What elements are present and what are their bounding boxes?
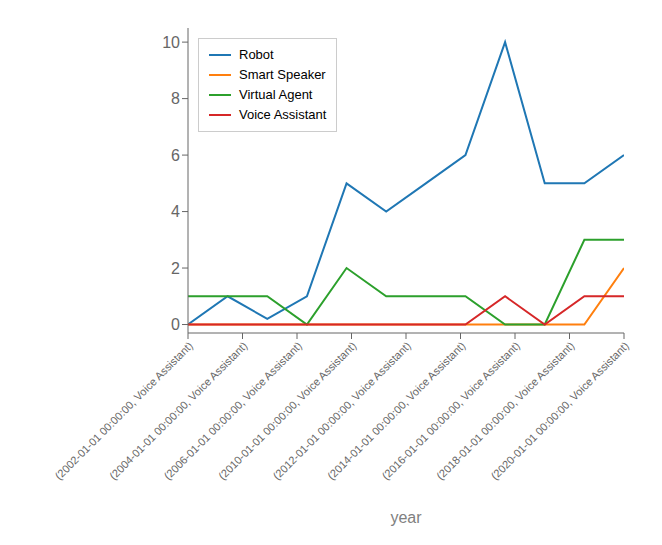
svg-text:(2002-01-01 00:00:00, Voice As: (2002-01-01 00:00:00, Voice Assistant) <box>52 339 195 482</box>
svg-text:(2018-01-01 00:00:00, Voice As: (2018-01-01 00:00:00, Voice Assistant) <box>433 339 577 482</box>
svg-text:2: 2 <box>171 260 180 277</box>
svg-text:6: 6 <box>171 147 180 164</box>
svg-text:(2006-01-01 00:00:00, Voice As: (2006-01-01 00:00:00, Voice Assistant) <box>161 339 304 482</box>
svg-text:(2004-01-01 00:00:00, Voice As: (2004-01-01 00:00:00, Voice Assistant) <box>106 339 250 482</box>
svg-text:4: 4 <box>171 203 180 220</box>
svg-text:8: 8 <box>171 90 180 107</box>
svg-text:10: 10 <box>162 34 180 51</box>
html-text:Robot: Robot <box>239 47 274 62</box>
svg-text:(2016-01-01 00:00:00, Voice As: (2016-01-01 00:00:00, Voice Assistant) <box>379 339 522 482</box>
html-text:Voice Assistant: Voice Assistant <box>239 107 327 122</box>
svg-text:(2014-01-01 00:00:00, Voice As: (2014-01-01 00:00:00, Voice Assistant) <box>324 339 468 482</box>
svg-text:year: year <box>390 509 422 526</box>
svg-text:0: 0 <box>171 316 180 333</box>
svg-text:(2010-01-01 00:00:00, Voice As: (2010-01-01 00:00:00, Voice Assistant) <box>215 339 359 482</box>
html-text:Virtual Agent: Virtual Agent <box>239 87 313 102</box>
svg-text:(2020-01-01 00:00:00, Voice As: (2020-01-01 00:00:00, Voice Assistant) <box>488 339 631 482</box>
html-text:Smart Speaker: Smart Speaker <box>239 67 326 82</box>
svg-text:(2012-01-01 00:00:00, Voice As: (2012-01-01 00:00:00, Voice Assistant) <box>270 339 413 482</box>
